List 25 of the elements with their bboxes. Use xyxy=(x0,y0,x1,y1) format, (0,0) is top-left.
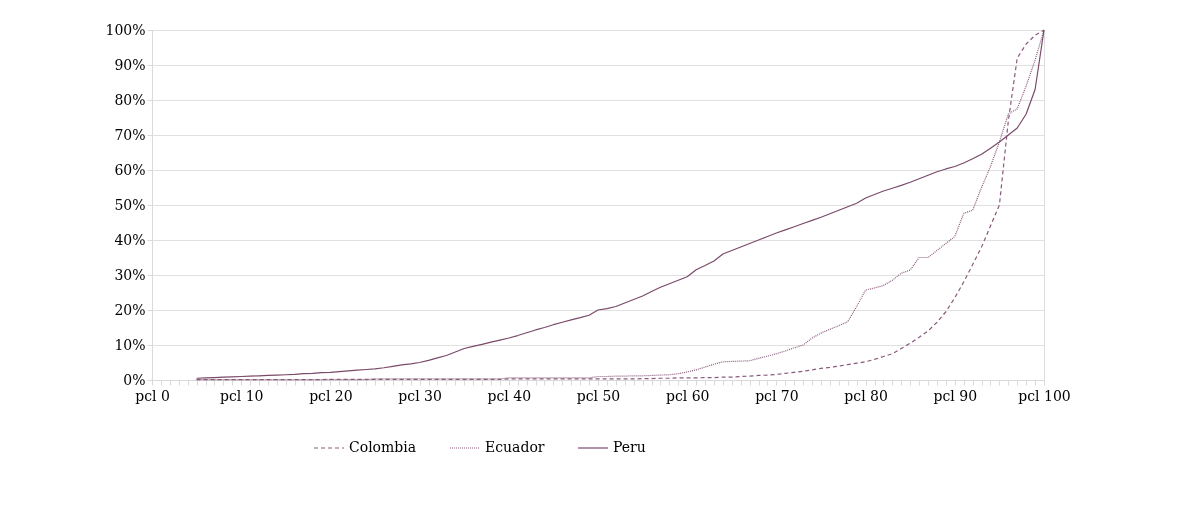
y-tick-label: 70% xyxy=(114,126,146,143)
x-tick-label: pcl 30 xyxy=(398,387,442,404)
legend-label: Colombia xyxy=(349,439,417,455)
y-tick-label: 100% xyxy=(105,21,146,38)
y-tick-label: 30% xyxy=(114,266,146,283)
y-tick-label: 10% xyxy=(114,336,146,353)
y-tick-label: 0% xyxy=(123,371,146,388)
y-tick-label: 60% xyxy=(114,161,146,178)
x-tick-label: pcl 0 xyxy=(135,387,170,404)
legend-label: Peru xyxy=(613,439,646,455)
x-tick-label: pcl 90 xyxy=(933,387,978,404)
x-tick-label: pcl 60 xyxy=(665,387,710,404)
x-tick-label: pcl 100 xyxy=(1018,387,1071,404)
x-tick-label: pcl 50 xyxy=(576,387,621,404)
x-tick-label: pcl 20 xyxy=(309,387,353,404)
x-tick-label: pcl 40 xyxy=(487,387,532,404)
x-tick-label: pcl 10 xyxy=(219,387,264,404)
y-tick-label: 40% xyxy=(114,231,146,248)
x-tick-label: pcl 80 xyxy=(844,387,888,404)
x-tick-label: pcl 70 xyxy=(755,387,799,404)
y-tick-label: 20% xyxy=(114,301,146,318)
y-tick-label: 80% xyxy=(114,91,146,108)
y-tick-label: 90% xyxy=(114,56,146,73)
legend-label: Ecuador xyxy=(485,439,545,455)
y-tick-label: 50% xyxy=(114,196,146,213)
